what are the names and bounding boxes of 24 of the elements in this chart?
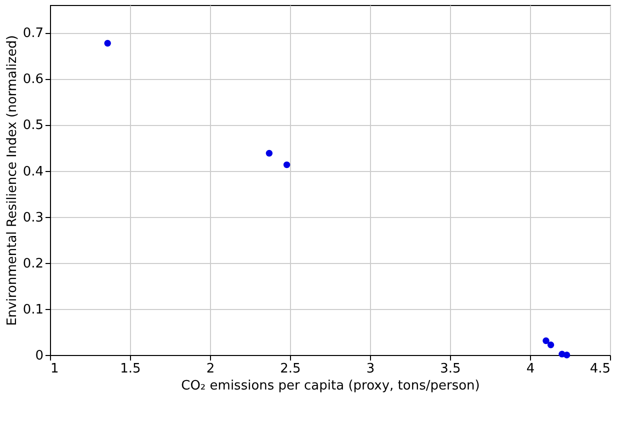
y-tick-label: 0.1 bbox=[22, 302, 44, 318]
y-tick-label: 0.5 bbox=[22, 118, 44, 134]
y-tick-label: 0 bbox=[35, 348, 44, 364]
x-tick-label: 2.5 bbox=[280, 362, 301, 376]
point bbox=[563, 352, 570, 358]
x-axis-title: CO₂ emissions per capita (proxy, tons/person) bbox=[181, 378, 480, 394]
y-tick-label: 0.7 bbox=[22, 26, 44, 42]
point bbox=[266, 150, 273, 157]
point bbox=[283, 161, 290, 168]
y-tick-label: 0.6 bbox=[22, 72, 44, 88]
y-tick-label: 0.3 bbox=[22, 210, 44, 226]
x-tick-label: 3 bbox=[366, 362, 375, 376]
y-axis-title: Environmental Resilience Index (normalized) bbox=[4, 35, 20, 326]
x-tick-label: 4.5 bbox=[590, 362, 610, 376]
point bbox=[104, 40, 111, 47]
y-tick-label: 0.4 bbox=[22, 164, 44, 180]
x-tick-label: 1.5 bbox=[120, 362, 141, 376]
y-tick-label: 0.2 bbox=[22, 256, 44, 272]
point bbox=[542, 337, 550, 344]
x-tick-label: 1 bbox=[50, 362, 59, 376]
x-tick-label: 3.5 bbox=[440, 362, 461, 376]
x-tick-label: 4 bbox=[526, 362, 535, 376]
point bbox=[547, 342, 554, 348]
x-tick-label: 2 bbox=[206, 362, 215, 376]
